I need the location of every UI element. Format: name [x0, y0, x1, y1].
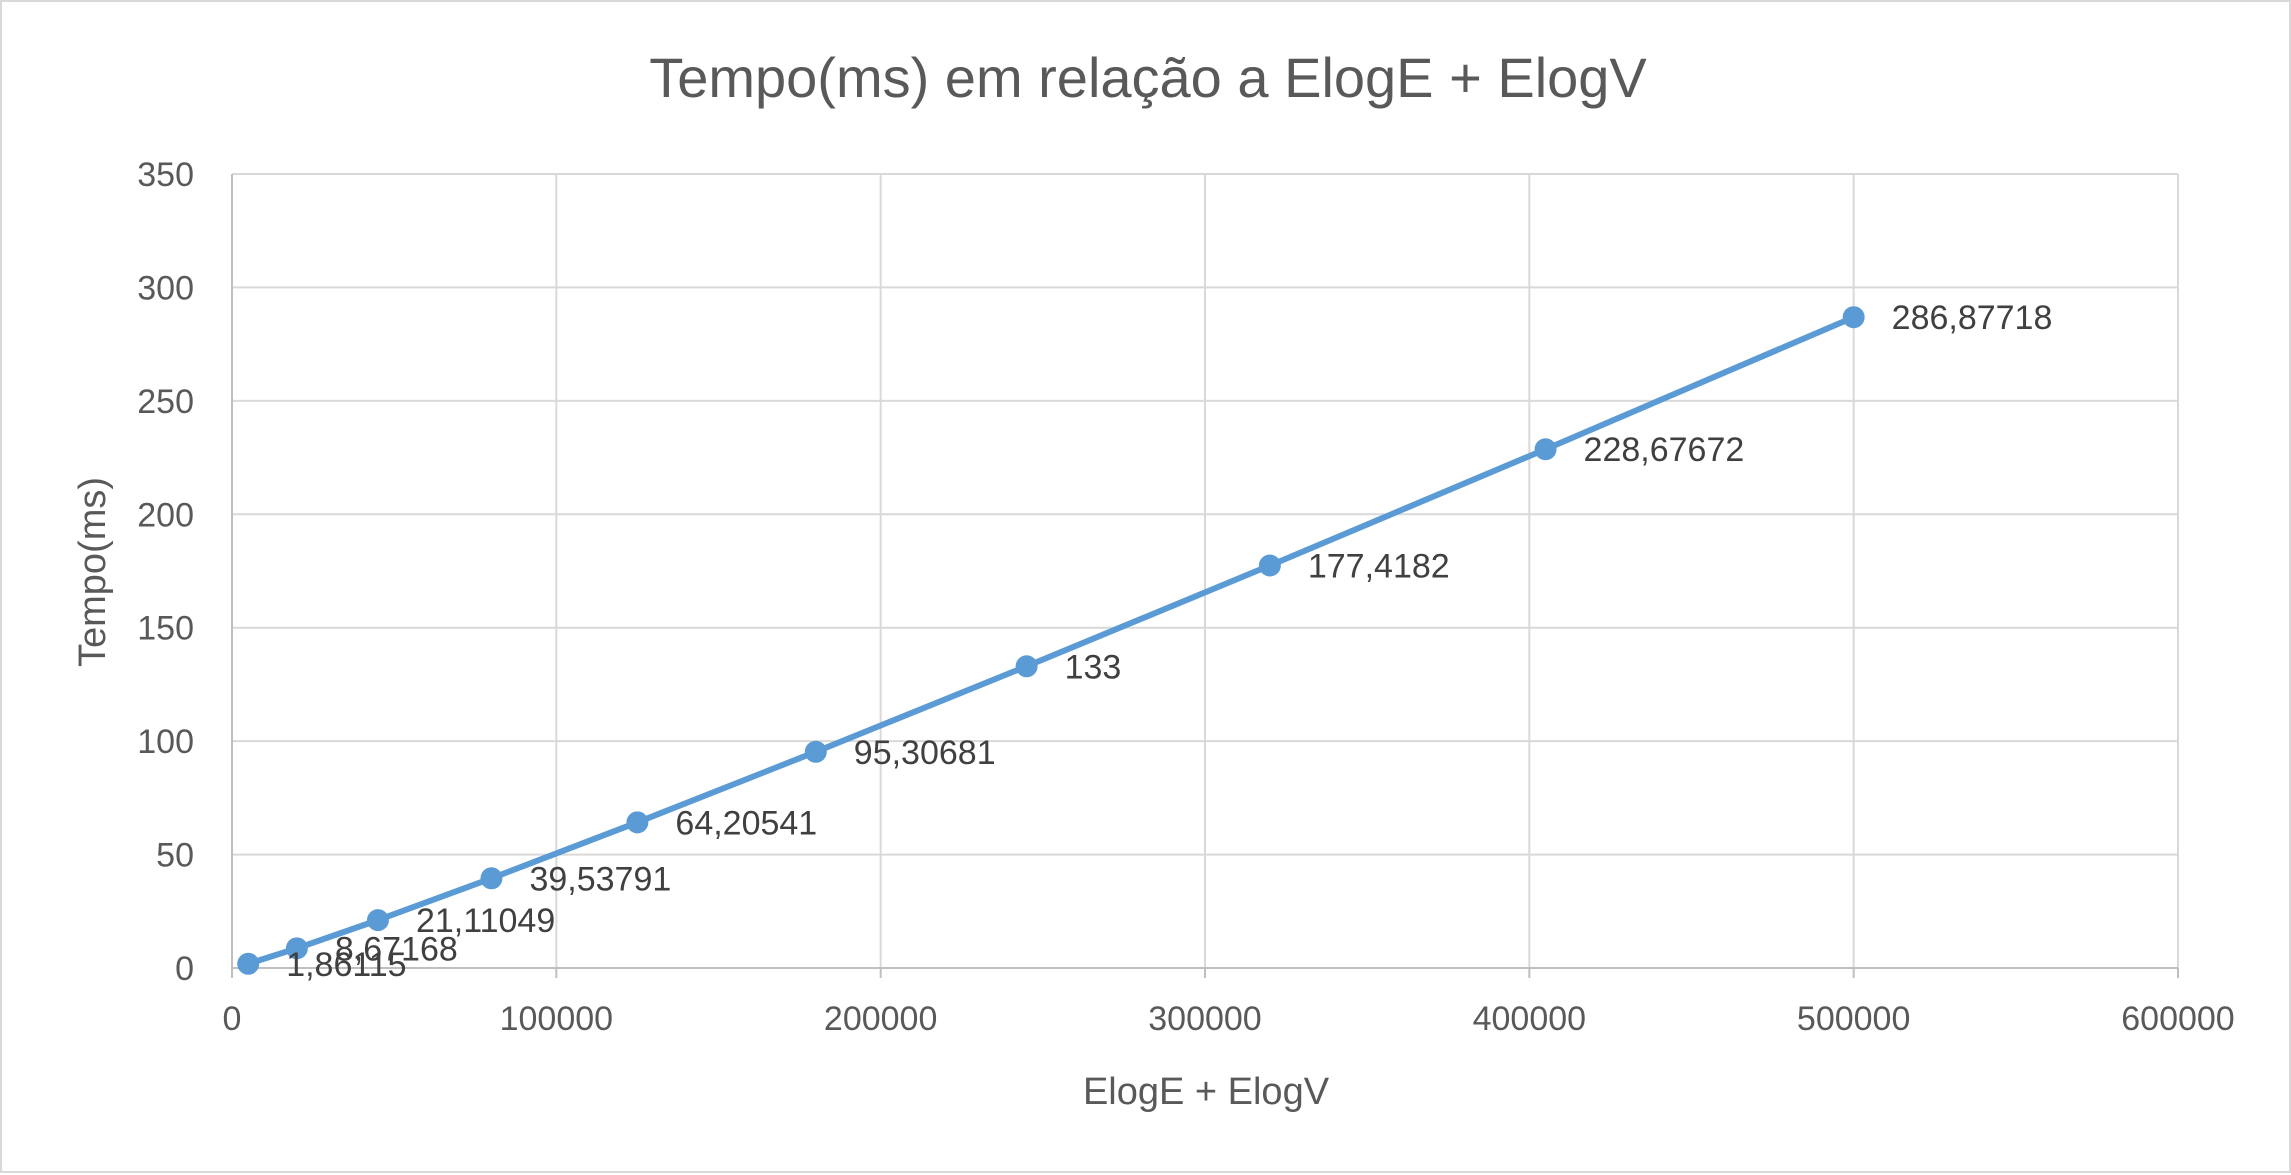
y-tick-label: 50 [156, 837, 194, 875]
x-tick-label: 300000 [1148, 1000, 1261, 1038]
data-label: 286,87718 [1892, 299, 2053, 337]
data-label: 228,67672 [1584, 431, 1745, 469]
data-label: 21,11049 [416, 902, 555, 940]
data-label: 1,86115 [286, 946, 406, 984]
x-tick-label: 0 [223, 1000, 242, 1038]
data-point [366, 909, 389, 932]
series-layer [237, 306, 1865, 975]
y-tick-label: 250 [137, 383, 194, 421]
series-line [245, 314, 1857, 967]
data-point [804, 740, 827, 763]
data-label: 133 [1065, 648, 1122, 686]
data-point [626, 811, 649, 834]
data-label: 64,20541 [675, 804, 817, 842]
data-label: 39,53791 [529, 860, 671, 898]
x-tick-label: 600000 [2121, 1000, 2234, 1038]
data-point [480, 867, 503, 890]
y-tick-label: 300 [137, 269, 194, 307]
data-point [1534, 438, 1557, 461]
data-point [285, 937, 308, 960]
data-point [1015, 655, 1038, 678]
y-tick-label: 200 [137, 496, 194, 534]
data-point [237, 952, 260, 975]
x-tick-label: 200000 [824, 1000, 937, 1038]
x-tick-label: 400000 [1473, 1000, 1586, 1038]
data-label: 95,30681 [854, 734, 996, 772]
y-axis-title: Tempo(ms) [72, 477, 114, 667]
x-tick-label: 500000 [1797, 1000, 1910, 1038]
grid-lines [232, 173, 2179, 968]
data-label: 177,4182 [1308, 548, 1450, 586]
y-tick-label: 150 [137, 610, 194, 648]
tick-labels: 0 50 100 150 200 250 300 350 0 100000 200000 300000… [137, 156, 2234, 1038]
y-tick-label: 350 [137, 156, 194, 194]
y-tick-label: 0 [175, 950, 194, 988]
axes [231, 174, 2179, 978]
chart-title: Tempo(ms) em relação a ElogE + ElogV [649, 46, 1647, 109]
x-axis-title: ElogE + ElogV [1083, 1071, 1330, 1113]
data-point [1258, 554, 1281, 577]
data-point [1842, 306, 1865, 329]
y-tick-label: 100 [137, 723, 194, 761]
data-label: 8,67168 [335, 930, 458, 968]
x-tick-label: 100000 [500, 1000, 613, 1038]
